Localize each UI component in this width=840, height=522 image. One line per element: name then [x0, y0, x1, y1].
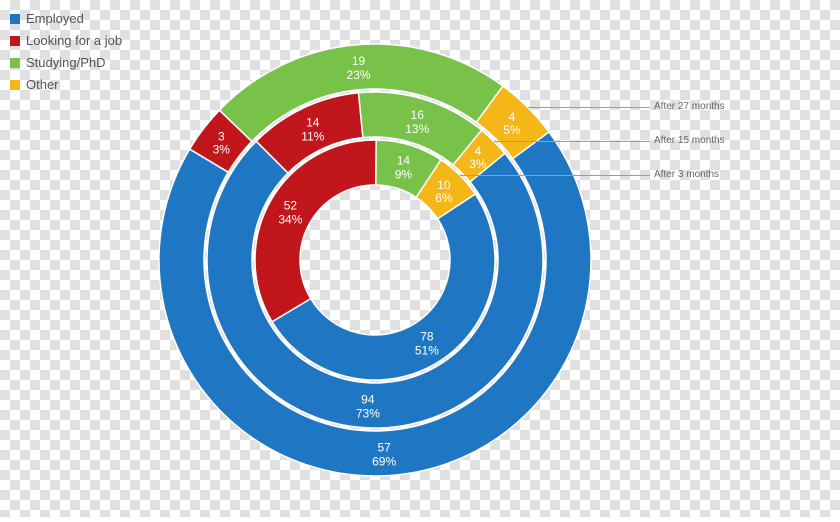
slice-count-after3-other: 10 — [437, 178, 451, 192]
legend-item-studying: Studying/PhD — [10, 54, 122, 72]
slice-count-after15-looking: 14 — [306, 115, 320, 129]
slice-count-after15-other: 4 — [475, 144, 482, 158]
legend-swatch-other — [10, 80, 20, 90]
slice-pct-after3-other: 6% — [435, 191, 453, 205]
legend-item-other: Other — [10, 76, 122, 94]
slice-count-after3-employed: 78 — [420, 330, 434, 344]
legend-swatch-studying — [10, 58, 20, 68]
callout-line-after27 — [528, 107, 650, 108]
slice-count-after15-studying: 16 — [411, 108, 425, 122]
callout-label-after15: After 15 months — [654, 135, 725, 146]
slice-count-after27-studying: 19 — [352, 54, 366, 68]
slice-pct-after27-other: 5% — [503, 123, 521, 137]
slice-pct-after15-employed: 73% — [356, 406, 380, 420]
slice-pct-after15-other: 3% — [469, 157, 487, 171]
slice-count-after27-looking: 3 — [218, 129, 225, 143]
callout-line-after3 — [460, 175, 650, 176]
slice-count-after3-studying: 14 — [397, 154, 411, 168]
slice-count-after27-employed: 57 — [377, 440, 391, 454]
chart-stage: Employed Looking for a job Studying/PhD … — [0, 0, 840, 517]
nested-donut-chart: 106%7851%5234%149%43%9473%1411%1613%45%5… — [0, 0, 840, 517]
slice-count-after15-employed: 94 — [361, 392, 375, 406]
slice-count-after3-looking: 52 — [284, 199, 298, 213]
legend: Employed Looking for a job Studying/PhD … — [10, 10, 122, 98]
callout-label-after3: After 3 months — [654, 169, 719, 180]
legend-swatch-looking — [10, 36, 20, 46]
slice-pct-after27-employed: 69% — [372, 454, 396, 468]
callout-label-after27: After 27 months — [654, 101, 725, 112]
slice-pct-after3-employed: 51% — [415, 344, 439, 358]
slice-pct-after3-looking: 34% — [278, 213, 302, 227]
slice-pct-after15-studying: 13% — [405, 122, 429, 136]
slice-pct-after15-looking: 11% — [301, 129, 324, 143]
legend-item-looking: Looking for a job — [10, 32, 122, 50]
slice-pct-after3-studying: 9% — [395, 168, 413, 182]
legend-swatch-employed — [10, 14, 20, 24]
slice-pct-after27-studying: 23% — [347, 68, 371, 82]
slice-count-after27-other: 4 — [508, 110, 515, 124]
slice-pct-after27-looking: 3% — [213, 142, 231, 156]
legend-label: Employed — [26, 10, 84, 28]
legend-label: Looking for a job — [26, 32, 122, 50]
legend-label: Other — [26, 76, 59, 94]
legend-label: Studying/PhD — [26, 54, 106, 72]
callout-line-after15 — [494, 141, 650, 142]
legend-item-employed: Employed — [10, 10, 122, 28]
